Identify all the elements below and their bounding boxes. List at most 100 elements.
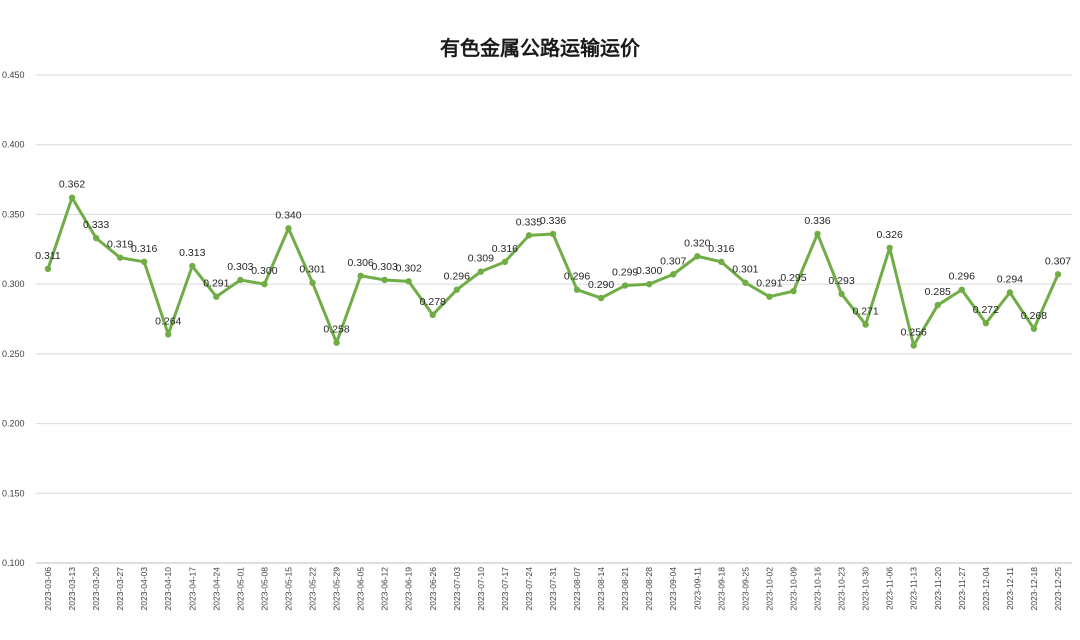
data-point (621, 282, 629, 289)
data-label: 0.300 (636, 265, 662, 277)
x-tick-label: 2023-07-17 (500, 567, 510, 611)
x-tick-label: 2023-07-31 (548, 567, 558, 611)
data-label: 0.307 (1045, 255, 1071, 267)
x-tick-label: 2023-07-10 (476, 567, 486, 611)
data-point (766, 293, 773, 300)
x-tick-label: 2023-05-22 (308, 567, 318, 611)
data-label: 0.336 (804, 215, 830, 227)
data-point (718, 258, 725, 266)
data-point (934, 301, 941, 309)
data-label: 0.278 (420, 296, 446, 308)
data-point (838, 290, 845, 298)
data-label: 0.303 (372, 261, 398, 273)
x-tick-label: 2023-04-17 (187, 567, 197, 611)
x-tick-label: 2023-04-24 (211, 567, 221, 611)
x-tick-label: 2023-10-30 (861, 567, 871, 611)
x-tick-label: 2023-10-16 (813, 567, 823, 611)
data-point (742, 279, 749, 286)
data-label: 0.336 (540, 215, 566, 227)
data-point (405, 278, 412, 285)
data-label: 0.294 (997, 274, 1023, 286)
y-tick-label: 0.300 (2, 279, 25, 289)
y-tick-label: 0.400 (2, 140, 25, 150)
data-label: 0.293 (828, 275, 854, 287)
x-tick-label: 2023-12-18 (1029, 567, 1039, 611)
data-label: 0.333 (83, 219, 109, 231)
data-point (549, 230, 557, 238)
x-axis-tick-labels: 2023-03-06 2023-03-13 2023-03-20 2023-03-27… (43, 567, 1063, 611)
data-label: 0.306 (347, 257, 373, 269)
x-tick-label: 2023-09-25 (740, 567, 750, 611)
data-point (645, 280, 653, 288)
data-label: 0.340 (275, 209, 301, 221)
data-label: 0.296 (949, 271, 975, 283)
x-tick-label: 2023-07-03 (452, 567, 462, 611)
data-label: 0.319 (107, 239, 133, 251)
data-point (92, 234, 100, 242)
data-point (958, 286, 966, 293)
y-tick-label: 0.250 (2, 349, 25, 359)
data-point (573, 286, 581, 293)
data-label: 0.268 (1021, 310, 1047, 322)
x-tick-label: 2023-05-08 (259, 567, 269, 611)
data-point (429, 311, 436, 319)
x-tick-label: 2023-11-27 (957, 567, 967, 610)
data-point (862, 321, 869, 328)
y-axis-tick-labels: 0.100 0.150 0.200 0.250 0.300 0.350 0.400 0.450 (2, 70, 25, 568)
data-point (910, 342, 917, 349)
data-label: 0.264 (155, 315, 181, 327)
data-label: 0.309 (468, 253, 494, 265)
x-tick-label: 2023-12-25 (1053, 567, 1063, 611)
data-point (453, 286, 461, 293)
x-tick-label: 2023-10-23 (837, 567, 847, 611)
x-tick-label: 2023-08-28 (644, 567, 654, 611)
data-point (982, 319, 990, 327)
data-label: 0.296 (564, 271, 590, 283)
data-label: 0.316 (131, 243, 157, 255)
data-label: 0.326 (877, 229, 903, 241)
data-point (68, 194, 76, 201)
x-tick-label: 2023-04-10 (163, 567, 173, 611)
y-tick-label: 0.100 (2, 558, 25, 568)
data-label: 0.300 (251, 265, 277, 277)
x-tick-label: 2023-06-05 (356, 567, 366, 611)
y-gridlines (36, 74, 1072, 564)
x-tick-label: 2023-08-07 (572, 567, 582, 611)
data-labels: 0.3110.3620.3330.3190.3160.2640.3130.291… (35, 179, 1071, 339)
data-point (44, 265, 52, 273)
data-point (189, 262, 196, 270)
data-label: 0.320 (684, 237, 710, 249)
data-label: 0.307 (660, 255, 686, 267)
x-tick-label: 2023-11-06 (885, 567, 895, 610)
data-point (116, 254, 124, 261)
data-label: 0.271 (852, 306, 878, 318)
x-tick-label: 2023-12-11 (1005, 567, 1015, 610)
data-label: 0.316 (492, 243, 518, 255)
data-label: 0.311 (35, 250, 61, 262)
data-label: 0.313 (179, 247, 205, 259)
x-tick-label: 2023-06-26 (428, 567, 438, 611)
data-label: 0.295 (780, 272, 806, 284)
data-label: 0.296 (444, 271, 470, 283)
y-tick-label: 0.150 (2, 488, 25, 498)
data-point (237, 276, 244, 284)
data-point (285, 225, 292, 232)
x-tick-label: 2023-03-20 (91, 567, 101, 611)
data-point (597, 294, 605, 302)
data-label: 0.303 (227, 261, 253, 273)
x-tick-label: 2023-09-18 (716, 567, 726, 611)
x-tick-label: 2023-04-03 (139, 567, 149, 611)
y-tick-label: 0.200 (2, 419, 25, 429)
x-tick-label: 2023-05-29 (332, 567, 342, 611)
y-tick-label: 0.350 (2, 209, 25, 219)
data-label: 0.362 (59, 179, 85, 191)
x-tick-label: 2023-03-27 (115, 567, 125, 611)
data-label: 0.256 (901, 326, 927, 338)
x-tick-label: 2023-03-06 (43, 567, 53, 611)
data-label: 0.285 (925, 286, 951, 298)
data-point (261, 280, 268, 288)
data-label: 0.291 (756, 278, 782, 290)
x-tick-label: 2023-03-13 (67, 567, 77, 611)
data-label: 0.299 (612, 267, 638, 279)
